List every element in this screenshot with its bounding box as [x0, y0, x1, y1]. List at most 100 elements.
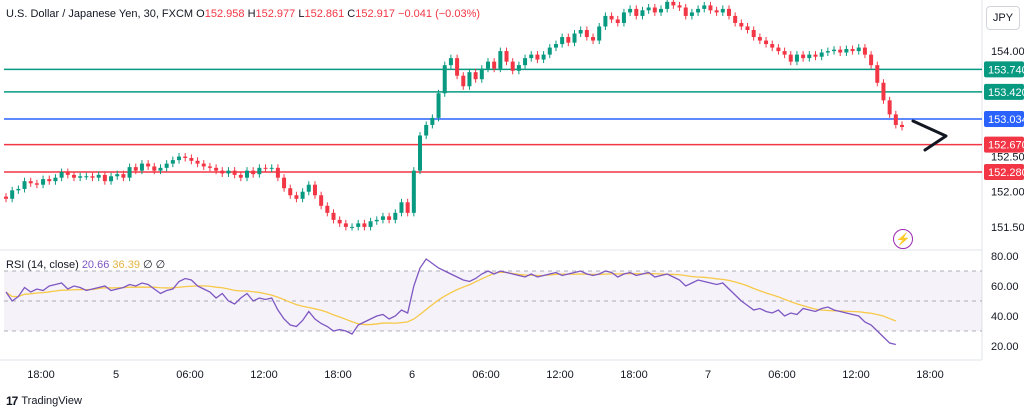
candle-body	[442, 65, 447, 94]
symbol-name: U.S. Dollar / Japanese Yen, 30, FXCM	[6, 8, 194, 20]
candle-body	[84, 176, 89, 178]
time-tick-label: 12:00	[250, 369, 278, 381]
candle-body	[516, 65, 521, 71]
candle-body	[788, 54, 793, 62]
time-tick-label: 7	[705, 369, 711, 381]
candle-body	[665, 1, 670, 9]
candle-body	[504, 51, 509, 62]
time-tick-label: 18:00	[27, 369, 55, 381]
candle-body	[362, 223, 367, 227]
candle-body	[312, 184, 317, 196]
arrow-right-icon	[911, 119, 948, 152]
flash-icon[interactable]: ⚡	[893, 229, 913, 249]
candle-body	[560, 37, 565, 45]
candle-body	[461, 75, 466, 87]
candle-body	[232, 170, 237, 175]
candle-body	[170, 160, 175, 164]
footer-brand[interactable]: 17 TradingView	[6, 394, 82, 408]
time-tick-label: 12:00	[546, 369, 574, 381]
candle-body	[757, 37, 762, 41]
candle-body	[510, 61, 515, 71]
candle-body	[609, 15, 614, 20]
price-tick-label: 151.500	[991, 222, 1024, 234]
candle-body	[572, 33, 577, 43]
rsi-pane	[5, 258, 897, 346]
candle-body	[350, 226, 355, 228]
candle-body	[275, 167, 280, 178]
rsi-ma-value: 36.39	[112, 259, 140, 271]
price-tick-label: 152.000	[991, 187, 1024, 199]
candle-body	[621, 12, 626, 23]
rsi-ma-line	[5, 271, 897, 326]
candle-body	[702, 5, 707, 9]
rsi-title: RSI (14, close)	[6, 259, 79, 271]
candle-body	[269, 167, 274, 169]
candle-body	[782, 51, 787, 55]
candle-body	[553, 44, 558, 48]
candle-body	[801, 54, 806, 59]
candle-body	[16, 188, 21, 191]
candle-body	[294, 195, 299, 199]
candle-body	[238, 174, 243, 178]
candle-body	[368, 221, 373, 227]
candle-body	[41, 179, 46, 185]
candle-body	[337, 219, 342, 224]
candle-body	[485, 61, 490, 69]
candle-body	[133, 167, 138, 171]
candle-body	[455, 58, 460, 76]
candle-body	[733, 15, 738, 23]
candle-body	[745, 26, 750, 30]
candle-body	[183, 156, 188, 158]
candle-body	[214, 167, 219, 171]
candle-body	[714, 10, 719, 13]
candle-body	[127, 167, 132, 178]
candle-body	[220, 170, 225, 174]
candle-body	[4, 196, 8, 199]
candle-body	[411, 170, 416, 213]
candle-body	[158, 167, 163, 171]
candle-body	[547, 47, 552, 55]
candle-body	[646, 7, 651, 11]
candle-body	[78, 176, 83, 178]
axes: 154.000 152.500 152.000 151.500 80.00 60.00 40…	[27, 46, 1024, 381]
candle-body	[319, 195, 324, 206]
candle-body	[689, 12, 694, 16]
level-label: 153.420	[988, 87, 1024, 99]
candle-body	[448, 58, 453, 66]
candle-body	[189, 157, 194, 161]
candle-body	[825, 51, 830, 53]
candle-body	[28, 181, 33, 184]
candle-body	[90, 176, 95, 178]
horizontal-levels: 153.740 153.420 153.034 152.670 152.280	[4, 61, 1024, 181]
candle-body	[424, 124, 429, 136]
candle-body	[53, 177, 58, 182]
candle-body	[498, 51, 503, 69]
candle-body	[683, 7, 688, 16]
candle-body	[881, 82, 886, 101]
candle-body	[492, 61, 497, 69]
candle-body	[405, 202, 410, 213]
time-tick-label: 12:00	[842, 369, 870, 381]
candle-body	[109, 176, 114, 182]
level-label-bg	[984, 61, 1024, 78]
currency-button[interactable]: JPY	[986, 6, 1020, 30]
ohlc-high: 152.977	[255, 8, 296, 20]
candle-body	[591, 37, 596, 41]
candle-body	[10, 190, 15, 199]
candle-body	[615, 19, 620, 23]
ohlc-low: 152.861	[304, 8, 345, 20]
candle-body	[65, 172, 70, 175]
ohlc-close: 152.917	[355, 8, 396, 20]
candle-body	[207, 166, 212, 168]
candle-body	[640, 10, 645, 16]
level-label-bg	[984, 136, 1024, 153]
candle-body	[832, 49, 837, 52]
candle-body	[177, 156, 182, 161]
candle-body	[856, 47, 861, 52]
level-label: 152.280	[988, 167, 1024, 179]
candle-body	[343, 223, 348, 227]
candle-body	[764, 40, 769, 45]
time-tick-label: 6	[409, 369, 415, 381]
candle-body	[47, 179, 52, 182]
